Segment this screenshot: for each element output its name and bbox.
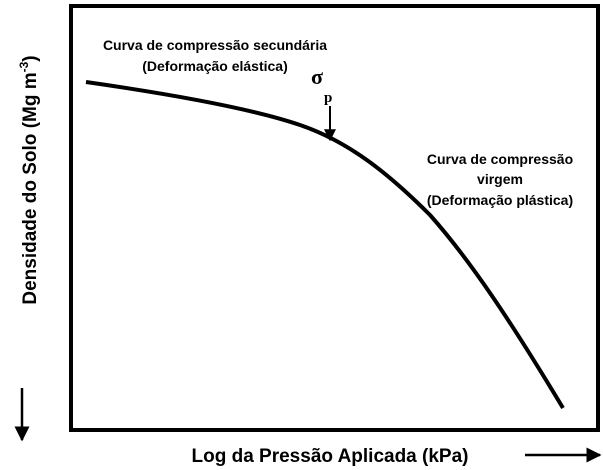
compression-curve <box>85 80 565 410</box>
y-axis-label: Densidade do Solo (Mg m-3) <box>17 55 41 304</box>
annotation: (Deformação elástica) <box>142 58 288 74</box>
sigma: σ <box>311 64 323 89</box>
plot-frame <box>69 4 600 432</box>
annotation: (Deformação plástica) <box>427 192 573 208</box>
sigma-subscript: p <box>324 90 332 106</box>
x-axis-label: Log da Pressão Aplicada (kPa) <box>192 446 469 467</box>
annotation: virgem <box>477 171 523 187</box>
annotation: Curva de compressão secundária <box>103 37 327 53</box>
annotation: Curva de compressão <box>427 151 573 167</box>
